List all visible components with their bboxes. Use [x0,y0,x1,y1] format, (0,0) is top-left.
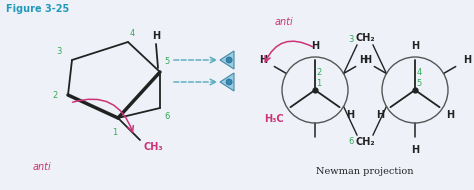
Text: 3: 3 [56,47,62,56]
Text: H: H [311,41,319,51]
Polygon shape [220,51,234,69]
Text: H: H [376,110,384,120]
Text: 2: 2 [316,68,322,77]
Text: anti: anti [274,17,293,27]
Text: 5: 5 [416,79,422,89]
Text: 2: 2 [53,90,58,100]
Text: 4: 4 [416,68,422,77]
Text: H: H [363,55,371,65]
Text: Figure 3-25: Figure 3-25 [6,4,69,14]
Text: Newman projection: Newman projection [316,167,414,176]
Text: 4: 4 [130,29,135,38]
Text: 6: 6 [164,112,169,121]
Circle shape [226,57,232,63]
Text: 1: 1 [112,128,118,137]
Text: H: H [152,31,160,41]
Text: H: H [259,55,267,65]
Text: H: H [346,110,354,120]
Text: 5: 5 [164,57,169,66]
Polygon shape [220,73,234,91]
Text: CH₂: CH₂ [355,33,375,43]
Text: H₃C: H₃C [264,114,284,124]
Text: H: H [411,41,419,51]
Text: 1: 1 [316,79,322,89]
Text: H: H [411,145,419,155]
Text: 6: 6 [348,136,354,146]
Text: anti: anti [33,162,51,172]
Text: CH₃: CH₃ [144,142,164,152]
Text: H: H [446,110,454,120]
Text: 3: 3 [348,35,354,44]
Text: H: H [359,55,367,65]
Circle shape [226,79,232,85]
Text: CH₂: CH₂ [355,137,375,147]
Text: H: H [463,55,471,65]
